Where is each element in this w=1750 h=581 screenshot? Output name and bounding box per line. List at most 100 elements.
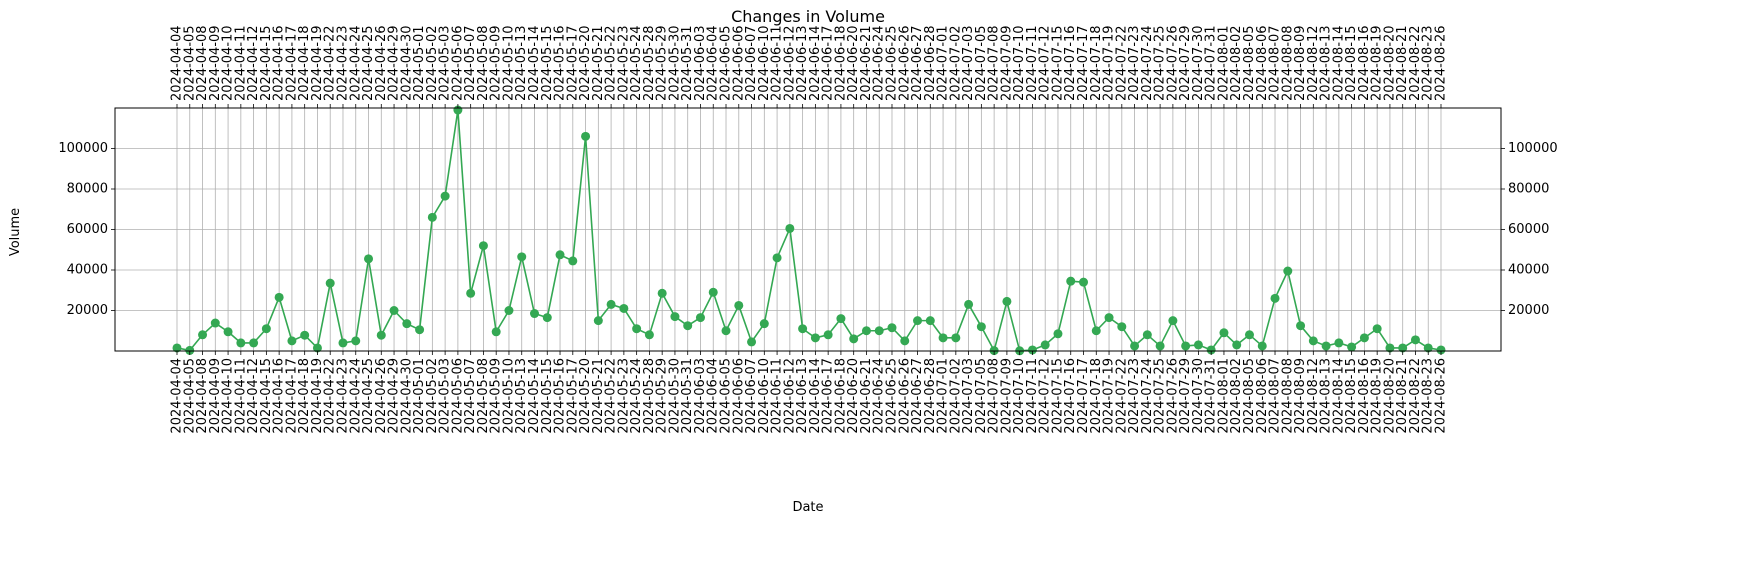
y-axis-ticks: 20000 20000 40000 40000 60000 60000 80000 80000… bbox=[58, 141, 1557, 318]
x-tick-label-top: 2024-06-28 bbox=[923, 25, 938, 101]
x-tick-label-top: 2024-07-17 bbox=[1076, 25, 1091, 101]
y-tick-label: 20000 bbox=[67, 303, 108, 318]
x-tick-label: 2024-08-16 bbox=[1357, 358, 1372, 434]
chart-title: Changes in Volume bbox=[731, 7, 885, 26]
x-tick-label: 2024-05-17 bbox=[565, 358, 580, 434]
x-tick-label: 2024-06-11 bbox=[770, 358, 785, 434]
x-tick-label: 2024-04-18 bbox=[297, 358, 312, 434]
data-point bbox=[1079, 277, 1089, 287]
x-tick-label-top: 2024-06-13 bbox=[795, 25, 810, 101]
data-point bbox=[504, 306, 514, 315]
x-tick-label: 2024-08-22 bbox=[1408, 358, 1423, 434]
data-point bbox=[1027, 345, 1037, 355]
data-point bbox=[772, 253, 782, 263]
data-point bbox=[312, 343, 322, 353]
x-tick-label-top: 2024-05-07 bbox=[463, 25, 478, 101]
x-tick-label-top: 2024-07-12 bbox=[1038, 25, 1053, 101]
x-tick-label-top: 2024-05-17 bbox=[565, 25, 580, 101]
x-tick-label-top: 2024-06-27 bbox=[910, 25, 925, 101]
data-point bbox=[823, 330, 833, 340]
x-tick-label-top: 2024-07-16 bbox=[1063, 25, 1078, 101]
x-tick-label-top: 2024-08-23 bbox=[1421, 25, 1436, 101]
x-tick-label: 2024-04-29 bbox=[387, 358, 402, 434]
x-tick-label: 2024-08-02 bbox=[1229, 358, 1244, 434]
data-point bbox=[1130, 341, 1140, 351]
data-point bbox=[351, 336, 361, 346]
x-tick-label: 2024-07-11 bbox=[1025, 358, 1040, 434]
x-tick-label: 2024-04-30 bbox=[399, 358, 414, 434]
data-point bbox=[415, 325, 425, 335]
x-tick-label: 2024-06-14 bbox=[808, 358, 823, 434]
data-point bbox=[1155, 341, 1165, 351]
y-tick-label: 60000 bbox=[67, 222, 108, 237]
x-tick-label: 2024-04-04 bbox=[170, 358, 185, 434]
x-tick-label: 2024-07-05 bbox=[974, 358, 989, 434]
x-tick-label: 2024-04-09 bbox=[208, 358, 223, 434]
x-tick-label-top: 2024-05-06 bbox=[450, 25, 465, 101]
data-point bbox=[683, 321, 693, 331]
y-tick-label: 80000 bbox=[67, 182, 108, 197]
data-point bbox=[1244, 330, 1254, 340]
data-point bbox=[491, 327, 501, 337]
data-point bbox=[695, 313, 705, 323]
data-point bbox=[261, 324, 271, 334]
data-point bbox=[1091, 326, 1101, 336]
x-tick-label-top: 2024-06-17 bbox=[821, 25, 836, 101]
data-point bbox=[849, 334, 859, 344]
data-point bbox=[236, 338, 246, 348]
x-tick-label-top: 2024-07-02 bbox=[948, 25, 963, 101]
data-point bbox=[1104, 313, 1114, 323]
data-point bbox=[836, 314, 846, 324]
data-point bbox=[721, 326, 731, 336]
data-point bbox=[861, 326, 871, 336]
data-point bbox=[734, 300, 744, 310]
x-tick-label-top: 2024-06-25 bbox=[884, 25, 899, 101]
data-point bbox=[938, 333, 948, 343]
y-axis-title: Volume bbox=[8, 208, 23, 256]
data-point bbox=[427, 212, 437, 222]
x-tick-label-top: 2024-07-05 bbox=[974, 25, 989, 101]
data-point bbox=[249, 338, 259, 348]
x-tick-label: 2024-07-17 bbox=[1076, 358, 1091, 434]
x-tick-label: 2024-04-24 bbox=[348, 358, 363, 434]
data-point bbox=[529, 309, 539, 319]
x-tick-label-top: 2024-04-18 bbox=[297, 25, 312, 101]
x-tick-label: 2024-05-28 bbox=[642, 358, 657, 434]
x-tick-label: 2024-06-24 bbox=[872, 358, 887, 434]
data-point bbox=[619, 303, 629, 313]
data-point bbox=[593, 316, 603, 326]
data-point bbox=[478, 241, 488, 251]
x-tick-label-top: 2024-07-30 bbox=[1191, 25, 1206, 101]
x-tick-label: 2024-06-25 bbox=[884, 358, 899, 434]
x-tick-label-top: 2024-05-09 bbox=[489, 25, 504, 101]
y-tick-label-right: 80000 bbox=[1508, 182, 1549, 197]
data-point bbox=[172, 343, 182, 353]
x-tick-label-top: 2024-04-16 bbox=[272, 25, 287, 101]
data-point bbox=[1410, 335, 1420, 345]
data-point bbox=[708, 287, 718, 297]
data-point bbox=[1142, 330, 1152, 340]
x-tick-label: 2024-07-26 bbox=[1165, 358, 1180, 434]
x-tick-label-top: 2024-06-20 bbox=[846, 25, 861, 101]
data-point bbox=[466, 288, 476, 298]
x-tick-label: 2024-06-18 bbox=[833, 358, 848, 434]
data-point bbox=[606, 299, 616, 309]
data-point bbox=[887, 323, 897, 333]
x-tick-label-top: 2024-08-13 bbox=[1319, 25, 1334, 101]
x-tick-label: 2024-06-27 bbox=[910, 358, 925, 434]
x-tick-label: 2024-06-26 bbox=[897, 358, 912, 434]
data-point bbox=[759, 319, 769, 329]
x-tick-label: 2024-04-17 bbox=[284, 358, 299, 434]
x-tick-label-top: 2024-04-12 bbox=[246, 25, 261, 101]
data-point bbox=[632, 324, 642, 334]
x-axis-ticks: 2024-04-042024-04-042024-04-052024-04-05… bbox=[170, 25, 1449, 433]
x-tick-label-top: 2024-05-28 bbox=[642, 25, 657, 101]
x-tick-label: 2024-06-10 bbox=[757, 358, 772, 434]
x-tick-label-top: 2024-06-14 bbox=[808, 25, 823, 101]
x-tick-label: 2024-07-08 bbox=[987, 358, 1002, 434]
x-tick-label-top: 2024-04-15 bbox=[259, 25, 274, 101]
data-point bbox=[1257, 341, 1267, 351]
x-tick-label-top: 2024-07-08 bbox=[987, 25, 1002, 101]
x-tick-label: 2024-04-10 bbox=[221, 358, 236, 434]
x-tick-label-top: 2024-05-08 bbox=[476, 25, 491, 101]
